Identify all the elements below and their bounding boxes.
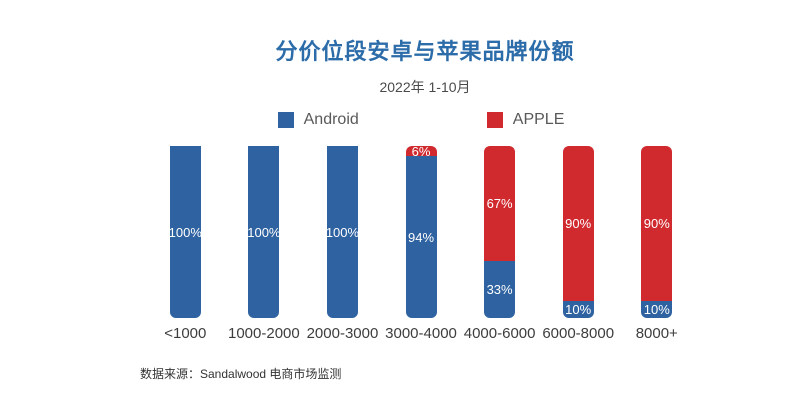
legend-label-apple: APPLE <box>512 111 565 128</box>
bar-3000-4000: 6% 94% <box>405 143 437 318</box>
bar-segment-android: 33% <box>484 261 516 318</box>
bar-segment-android: 10% <box>641 300 673 318</box>
android-legend-swatch-icon <box>277 112 294 128</box>
chart-column: 100% 1000-2000 <box>225 146 304 346</box>
segment-value-label: 33% <box>486 282 513 298</box>
bar-8000+: 90% 10% <box>641 146 673 318</box>
chart-title: 分价位段安卓与苹果品牌份额 <box>275 39 575 64</box>
bar-segment-apple: 90% <box>562 146 594 301</box>
category-label: 4000-6000 <box>463 325 536 342</box>
chart-column: 100% <1000 <box>146 146 225 346</box>
stacked-bar-chart: 100% <1000 100% 1000-2000 100% 2000-3000 6% 94%… <box>146 143 696 346</box>
segment-value-label: 10% <box>565 301 592 317</box>
bar-<1000: 100% <box>168 146 202 318</box>
category-label: 8000+ <box>635 325 678 342</box>
segment-value-label: 94% <box>408 229 435 245</box>
bar-segment-android: 100% <box>325 146 360 318</box>
category-label: 2000-3000 <box>306 325 379 342</box>
segment-value-label: 100% <box>168 224 202 240</box>
chart-column: 67% 33% 4000-6000 <box>460 146 539 346</box>
bar-segment-apple: 67% <box>484 146 516 262</box>
segment-value-label: 100% <box>247 224 281 240</box>
segment-value-label: 10% <box>643 301 670 317</box>
bar-4000-6000: 67% 33% <box>484 146 516 318</box>
legend-item-apple: APPLE <box>486 111 565 129</box>
bar-segment-apple: 6% <box>405 143 437 159</box>
segment-value-label: 6% <box>411 143 431 159</box>
bar-2000-3000: 100% <box>325 146 360 318</box>
bar-segment-android: 10% <box>562 300 594 318</box>
category-label: 1000-2000 <box>228 325 300 342</box>
category-label: 6000-8000 <box>542 325 615 342</box>
segment-value-label: 90% <box>643 215 670 231</box>
chart-column: 90% 10% 6000-8000 <box>539 146 618 346</box>
apple-legend-swatch-icon <box>486 112 503 128</box>
chart-column: 100% 2000-3000 <box>303 146 382 346</box>
category-label: 3000-4000 <box>385 325 457 342</box>
bar-segment-android: 100% <box>168 146 202 318</box>
chart-subtitle: 2022年 1-10月 <box>379 79 471 95</box>
bar-segment-android: 100% <box>247 146 281 318</box>
bar-6000-8000: 90% 10% <box>562 146 594 318</box>
legend: Android APPLE <box>146 111 696 129</box>
segment-value-label: 90% <box>565 215 592 231</box>
source-note: 数据来源：Sandalwood 电商市场监测 <box>140 367 342 381</box>
bar-segment-apple: 90% <box>641 146 673 301</box>
segment-value-label: 100% <box>325 224 360 240</box>
bar-1000-2000: 100% <box>247 146 281 318</box>
chart-column: 90% 10% 8000+ <box>617 146 696 346</box>
legend-item-android: Android <box>277 111 359 129</box>
legend-label-android: Android <box>303 111 359 128</box>
bar-segment-android: 94% <box>405 156 437 318</box>
segment-value-label: 67% <box>486 196 513 212</box>
category-label: <1000 <box>164 325 207 342</box>
chart-column: 6% 94% 3000-4000 <box>382 143 461 346</box>
